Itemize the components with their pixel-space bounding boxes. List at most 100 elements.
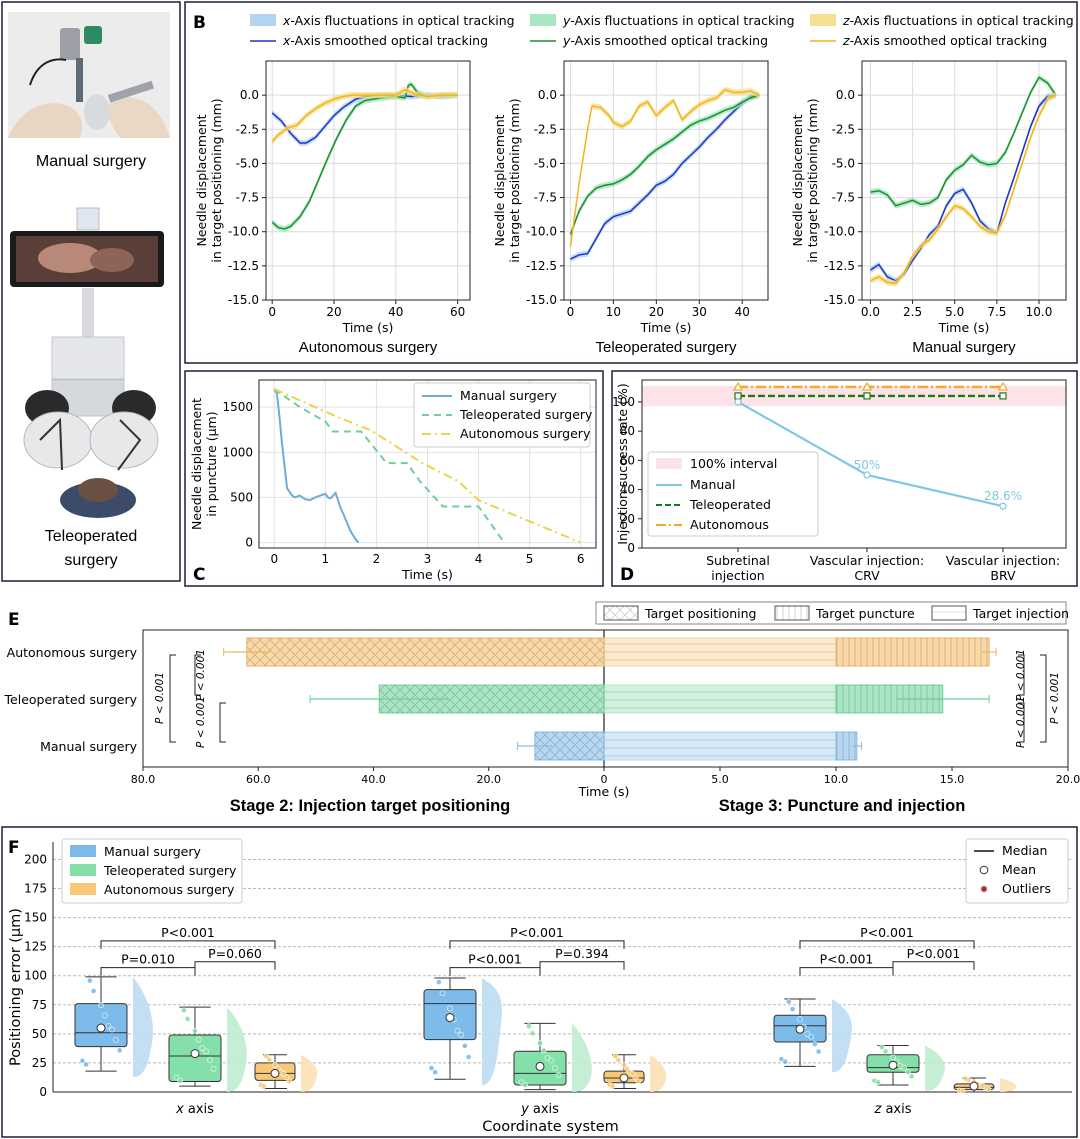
data-point [962,1075,969,1082]
panel-f: F 0 25 50 75 100 125 150 175 200 x axis P=0.010 P=0… [1,826,1078,1138]
panel-d-letter: D [620,565,634,585]
y-tick-label: 0.0 [836,88,855,102]
y-tick-label: -2.5 [832,122,855,136]
x-tick-label: 0 [601,773,608,786]
y-tick-label: 50 [32,1027,47,1041]
y-axis-label-1: Needle displacement [189,398,204,530]
x-tick-label: Subretinal [706,553,770,568]
smoothed-line-z [569,88,760,247]
bar-puncture-hatch [604,638,836,666]
bracket-tele-auto-label: P=0.394 [555,946,609,961]
x-tick-label: BRV [990,568,1016,583]
panel-b-frame [184,1,1078,364]
data-point [979,1082,986,1089]
data-point [199,1045,206,1052]
y-tick-label: 80 [620,424,635,438]
marker-teleoperated [999,392,1007,400]
legend-label: Target positioning [644,606,757,621]
legend-label: 100% interval [690,456,777,471]
legend-swatch-interval [656,458,682,469]
x-tick-label: 5.0 [711,773,729,786]
data-point [548,1057,555,1064]
y-tick-label: -12.5 [824,259,855,273]
y-tick-label: -10.0 [228,225,259,239]
p-value-label: P < 0.001 [1015,696,1027,748]
data-point [177,1077,184,1084]
legend-mean-swatch [979,865,989,875]
data-point [439,990,446,997]
legend-stats-box [965,838,1069,904]
bracket-right-top [1018,654,1025,696]
legend-label: Manual [690,477,735,492]
bracket-right-bottom [1018,702,1025,743]
data-point [280,1070,287,1077]
legend-swatch-hatch [775,606,809,620]
smoothed-line-y [569,94,760,235]
x-tick-label: Vascular injection: [946,553,1060,568]
bracket-tele-auto [539,961,625,970]
bracket-tele-auto-label: P<0.001 [907,946,961,961]
data-point [86,977,93,984]
marker-manual [999,502,1007,510]
data-label-brv: 28.6% [984,489,1022,503]
data-point [173,1074,180,1081]
y-tick-label: 0 [39,1085,47,1099]
data-point [878,1044,885,1050]
x-tick-label: 60.0 [246,773,271,786]
smoothed-line-y [870,76,1057,207]
legend-smooth-y: y-Axis smoothed optical tracking [562,33,768,48]
legend-swatch [70,883,96,895]
x-tick-label: 10.0 [1026,305,1053,319]
fluct-band-z [570,86,760,250]
data-point [612,1053,619,1060]
data-point [206,1057,213,1063]
data-point [609,1083,616,1090]
data-point [782,1058,789,1065]
data-point [90,988,97,994]
data-point [959,1088,966,1094]
x-tick-label: 15.0 [940,773,965,786]
y-tick-label: 75 [32,998,47,1012]
p-value-label: P < 0.001 [154,672,166,724]
x-tick-label: 10.0 [824,773,849,786]
panel-e: E Autonomous surgery Teleoperated surgery… [4,601,1080,815]
y-tick-label: 1500 [222,400,253,414]
panel-c: C 0 1 2 3 4 5 6 0 500 1000 1500 Manual surgery Teleo… [184,370,604,587]
legend-label: Autonomous surgery [104,882,235,897]
mean-marker [619,1073,629,1083]
y-tick-label: 0 [627,541,635,555]
y-tick-label: -15.0 [228,293,259,307]
legend-label: Teleoperated surgery [103,863,237,878]
panel-f-letter: F [8,838,20,858]
panel-f-frame [1,826,1078,1138]
chart-subtitle: Autonomous surgery [299,339,438,356]
bracket-left-outer [169,654,176,743]
legend-band-y [530,14,556,26]
smoothed-line-z [271,88,458,143]
x-axis-label: Time (s) [342,320,394,335]
bracket-tele-auto [194,961,276,970]
box [168,1034,222,1083]
fluct-band-x [272,92,458,146]
bracket-manual-auto-label: P<0.001 [510,925,564,940]
data-point [180,1007,187,1014]
chart-b3: 0.0 2.5 5.0 7.5 10.0 0.0 -2.5 -5.0 -7.5 -10.0 -12.… [790,60,1067,356]
chart-subtitle: Teleoperated surgery [596,339,737,356]
x-tick-label: 0 [268,305,276,319]
chart-b2: 0 10 20 30 40 0.0 -2.5 -5.0 -7.5 -10.0 -12.5 -15.0 T… [492,60,769,356]
data-point [555,1072,562,1078]
x-tick-label: 10 [606,305,621,319]
half-violin [482,978,502,1086]
bracket-manual-auto [100,940,276,949]
bracket-right-outer [1040,654,1047,743]
legend-groups-box [61,838,243,904]
x-tick-label: 2.5 [903,305,922,319]
data-point [263,1053,270,1060]
data-point [435,979,442,985]
y-tick-label: -7.5 [236,191,259,205]
bracket-tele-auto-label: P=0.060 [208,946,262,961]
y-tick-label: 0.0 [240,88,259,102]
y-tick-label: 60 [620,453,635,467]
x-tick-label: 20 [326,305,341,319]
half-violin [1000,1078,1017,1092]
